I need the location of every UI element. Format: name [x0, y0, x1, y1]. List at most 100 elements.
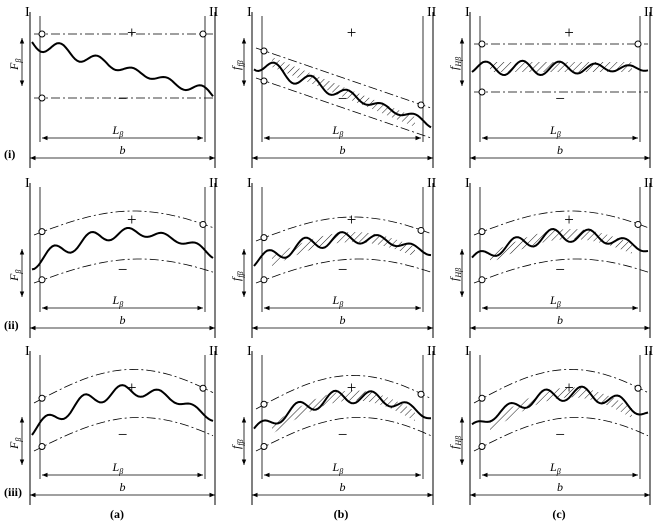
dimension-label-L: Lβ — [549, 123, 561, 139]
minus-sign: − — [555, 260, 565, 279]
dimension-label-L: Lβ — [112, 293, 124, 309]
upper-reference-line — [255, 374, 432, 410]
reference-point — [38, 276, 46, 284]
section-label-I: I — [25, 176, 30, 191]
dimension-label-L-symbol: L — [112, 293, 120, 307]
dimension-label-L: Lβ — [549, 293, 561, 309]
hatched-deviation-zone — [272, 232, 415, 266]
deviation-label-F-symbol: F — [7, 62, 21, 71]
section-label-I: I — [465, 5, 470, 20]
measured-helix-trace — [471, 385, 649, 426]
dimension-label-L-subscript: β — [118, 300, 123, 309]
lower-reference-line — [255, 77, 432, 139]
deviation-label-fH-subscript: Hβ — [454, 436, 463, 447]
upper-reference-line — [255, 216, 432, 242]
row-label-i: (i) — [4, 147, 15, 161]
dimension-label-L: Lβ — [549, 460, 561, 476]
minus-sign: − — [338, 425, 348, 444]
section-label-I: I — [247, 5, 252, 20]
dimension-label-L: Lβ — [112, 123, 124, 139]
dimension-label-L-subscript: β — [118, 130, 123, 139]
lower-reference-line — [473, 417, 649, 452]
dimension-label-L-symbol: L — [332, 123, 340, 137]
dimension-label-L-subscript: β — [556, 300, 561, 309]
dimension-label-b: b — [120, 480, 126, 494]
reference-point — [417, 226, 425, 234]
deviation-label-f-subscript: fβ — [236, 439, 245, 445]
measured-helix-trace — [253, 61, 432, 129]
dimension-label-L-symbol: L — [112, 460, 120, 474]
plus-sign: + — [347, 378, 357, 397]
measured-helix-trace — [471, 227, 649, 259]
plus-sign: + — [564, 378, 574, 397]
deviation-label-fH-symbol: f — [447, 276, 461, 281]
upper-reference-line — [33, 210, 214, 236]
reference-point — [260, 77, 268, 85]
minus-sign: − — [555, 425, 565, 444]
upper-reference-line — [33, 368, 214, 404]
measured-helix-trace — [253, 231, 432, 267]
deviation-label-f-symbol: f — [229, 444, 243, 449]
dimension-label-b: b — [557, 313, 563, 327]
hatched-deviation-zone — [490, 387, 632, 431]
section-label-I: I — [25, 344, 30, 359]
dimension-label-L: Lβ — [332, 123, 344, 139]
deviation-label-fH: fHβ — [447, 57, 463, 70]
deviation-label-fH-subscript: Hβ — [454, 57, 463, 68]
dimension-label-L: Lβ — [332, 293, 344, 309]
reference-point — [478, 394, 486, 402]
reference-point — [260, 234, 268, 242]
section-label-I: I — [247, 176, 252, 191]
row-label-ii: (ii) — [4, 318, 19, 332]
deviation-label-F-subscript: β — [14, 59, 23, 64]
dimension-label-b: b — [557, 480, 563, 494]
dimension-label-L-subscript: β — [556, 130, 561, 139]
lower-reference-line — [255, 417, 432, 452]
deviation-label-F: Fβ — [7, 438, 23, 450]
minus-sign: − — [118, 260, 128, 279]
plus-sign: + — [564, 23, 574, 42]
section-label-I: I — [465, 344, 470, 359]
section-label-II: II — [644, 344, 654, 359]
reference-point — [478, 40, 486, 48]
reference-point — [478, 443, 486, 451]
plus-sign: + — [347, 23, 357, 42]
plus-sign: + — [127, 23, 137, 42]
dimension-label-L-symbol: L — [549, 460, 557, 474]
minus-sign: − — [555, 89, 565, 108]
deviation-label-F-symbol: F — [7, 441, 21, 450]
dimension-label-L-subscript: β — [556, 467, 561, 476]
reference-point — [634, 384, 642, 392]
minus-sign: − — [338, 260, 348, 279]
dimension-label-b: b — [557, 143, 563, 157]
upper-reference-line — [473, 368, 649, 404]
deviation-label-F: Fβ — [7, 59, 23, 71]
dimension-label-L: Lβ — [112, 460, 124, 476]
upper-reference-line — [473, 210, 649, 236]
dimension-label-b: b — [340, 313, 346, 327]
lower-reference-line — [255, 258, 432, 284]
dimension-label-L-subscript: β — [338, 467, 343, 476]
dimension-label-b: b — [340, 143, 346, 157]
reference-point — [634, 40, 642, 48]
reference-point — [260, 443, 268, 451]
deviation-label-f-symbol: f — [229, 65, 243, 70]
column-label-a: (a) — [110, 507, 124, 521]
reference-point — [199, 220, 207, 228]
reference-point — [417, 390, 425, 398]
reference-point — [478, 88, 486, 96]
upper-reference-line — [255, 47, 432, 109]
reference-point — [38, 94, 46, 102]
deviation-label-F: Fβ — [7, 270, 23, 282]
dimension-label-b: b — [120, 313, 126, 327]
plus-sign: + — [564, 210, 574, 229]
section-label-I: I — [25, 5, 30, 20]
lower-reference-line — [33, 258, 214, 284]
